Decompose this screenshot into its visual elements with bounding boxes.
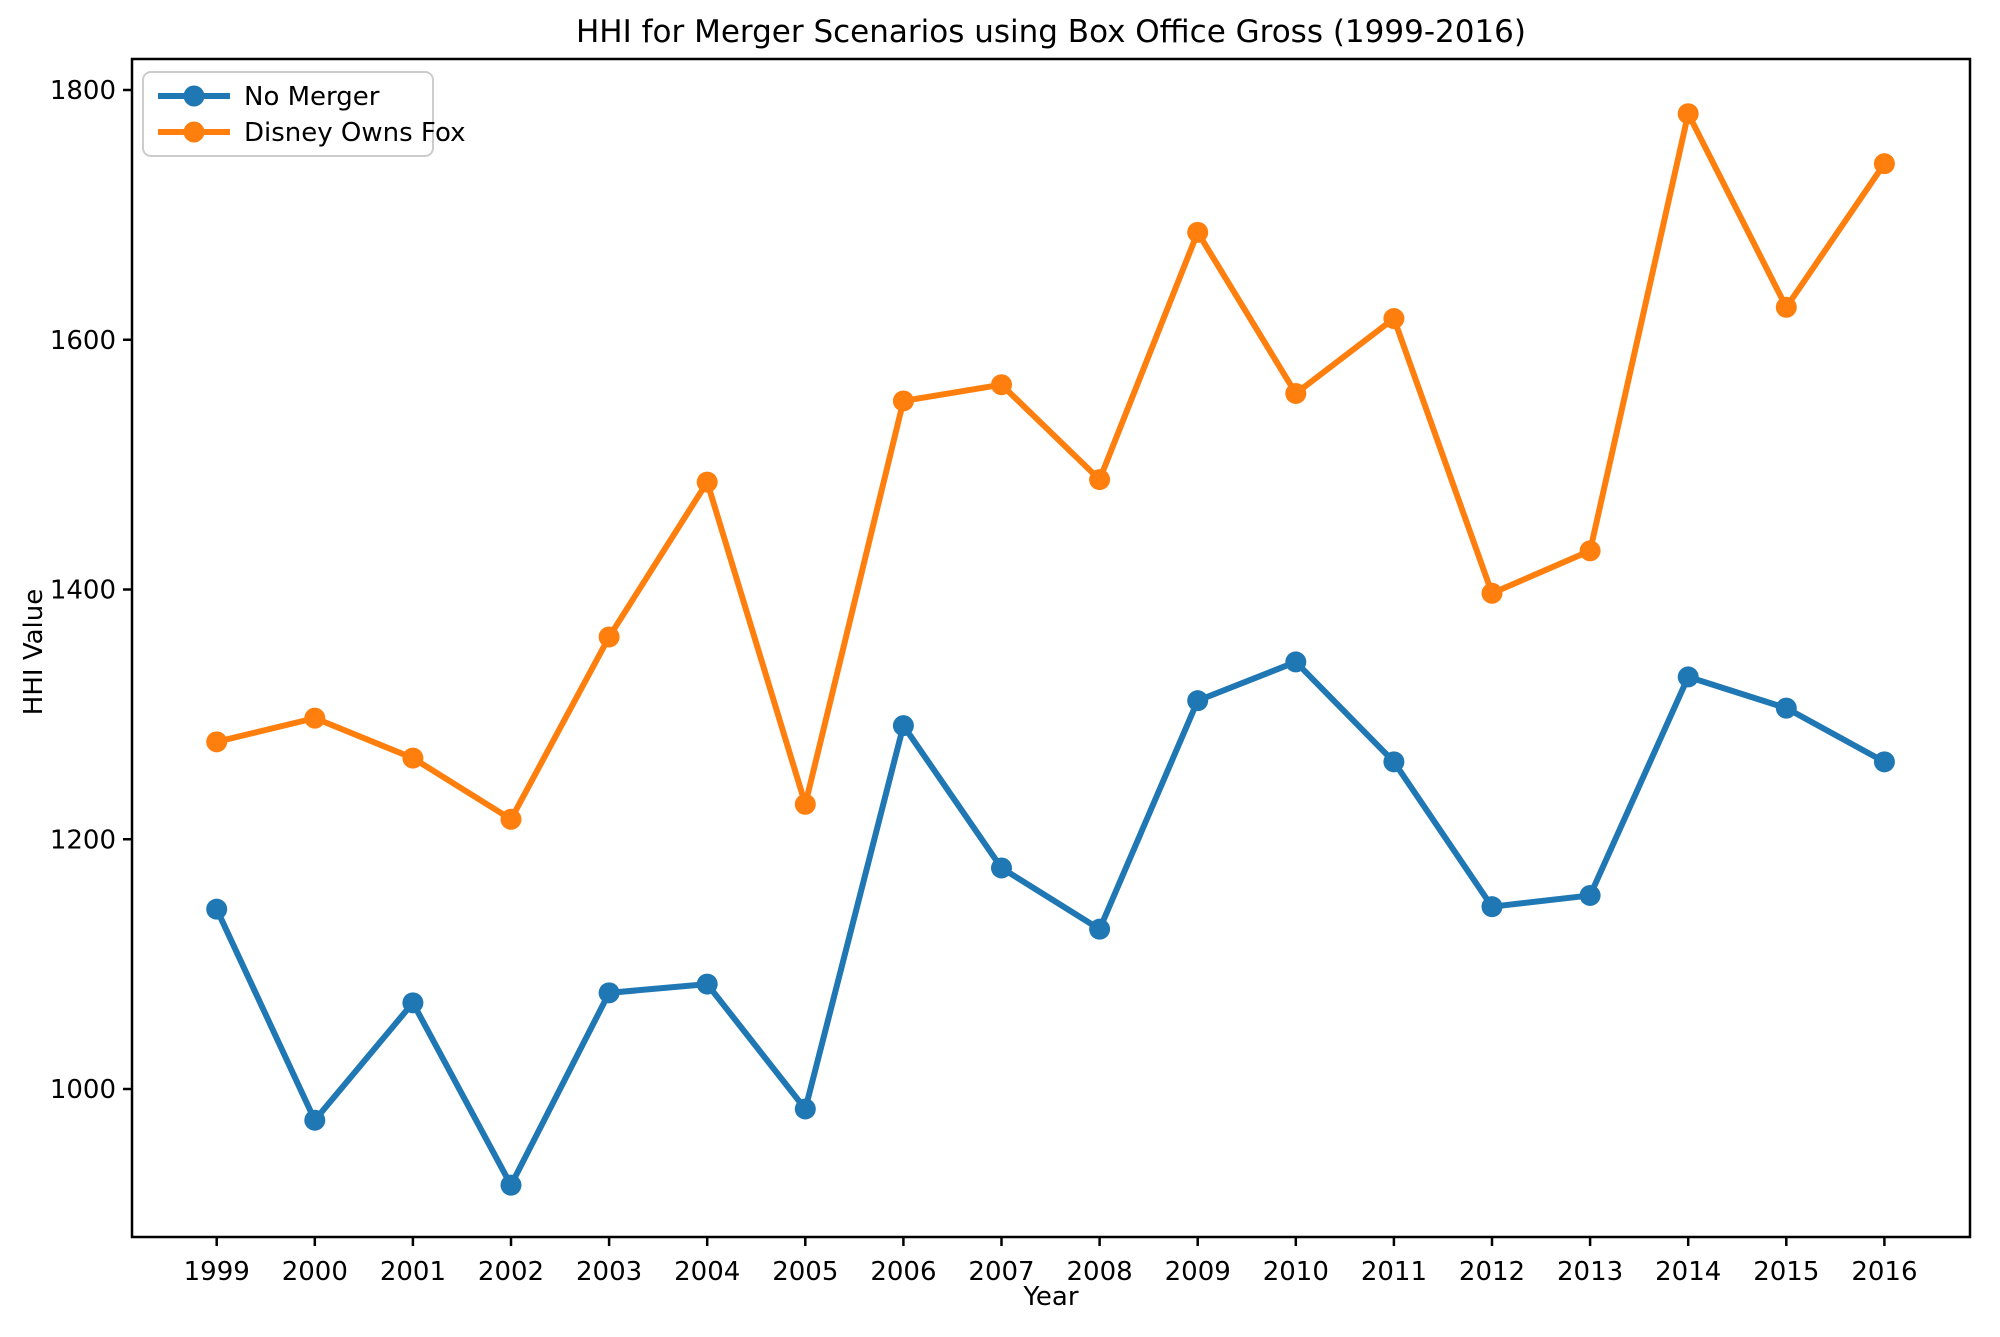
- legend: No Merger Disney Owns Fox: [142, 71, 465, 157]
- data-point-disney-owns-fox-1999: [206, 731, 228, 753]
- x-tick-label-2002: 2002: [478, 1257, 544, 1287]
- chart-title: HHI for Merger Scenarios using Box Offic…: [576, 14, 1526, 50]
- x-tick-label-2006: 2006: [870, 1257, 936, 1287]
- data-point-disney-owns-fox-2015: [1775, 296, 1797, 318]
- data-point-no-merger-2006: [892, 715, 914, 737]
- data-point-no-merger-2014: [1677, 666, 1699, 688]
- data-point-no-merger-2007: [991, 857, 1012, 879]
- data-point-no-merger-2013: [1579, 884, 1601, 906]
- data-point-no-merger-2016: [1873, 751, 1895, 773]
- y-tick-label-1200: 1200: [50, 825, 116, 855]
- data-point-disney-owns-fox-2013: [1579, 540, 1601, 562]
- x-tick-label-2011: 2011: [1361, 1257, 1427, 1287]
- data-point-no-merger-2005: [794, 1098, 816, 1120]
- x-tick-label-2009: 2009: [1165, 1257, 1231, 1287]
- y-tick-label-1400: 1400: [50, 576, 116, 606]
- data-point-disney-owns-fox-2004: [696, 471, 718, 493]
- data-point-no-merger-2003: [598, 982, 620, 1004]
- y-tick-label-1000: 1000: [50, 1075, 116, 1105]
- x-tick-label-2007: 2007: [968, 1257, 1034, 1287]
- data-point-disney-owns-fox-2016: [1873, 153, 1895, 175]
- x-tick-label-2013: 2013: [1557, 1257, 1623, 1287]
- x-tick-label-2003: 2003: [576, 1257, 642, 1287]
- legend-marker-disney-owns-fox: [183, 121, 205, 143]
- legend-marker-no-merger: [183, 85, 205, 107]
- legend-item-disney-owns-fox: Disney Owns Fox: [158, 118, 465, 148]
- data-point-no-merger-2000: [304, 1109, 326, 1131]
- axis-ticks: 1000 1200 1400 1600 1800 1999 2000 2001 2002 2003…: [50, 76, 1918, 1287]
- x-tick-label-2014: 2014: [1655, 1257, 1721, 1287]
- data-point-no-merger-2015: [1775, 697, 1797, 719]
- data-point-no-merger-2012: [1481, 896, 1503, 918]
- data-point-no-merger-2002: [500, 1174, 522, 1196]
- series-line-no-merger: [213, 658, 1888, 1189]
- x-tick-label-2015: 2015: [1753, 1257, 1819, 1287]
- x-tick-label-2004: 2004: [674, 1257, 740, 1287]
- x-tick-label-2010: 2010: [1263, 1257, 1329, 1287]
- data-point-no-merger-2008: [1089, 918, 1111, 940]
- x-tick-label-2012: 2012: [1459, 1257, 1525, 1287]
- data-point-disney-owns-fox-2002: [500, 808, 522, 830]
- legend-label-disney-owns-fox: Disney Owns Fox: [244, 118, 465, 148]
- legend-label-no-merger: No Merger: [244, 82, 380, 112]
- x-axis-label: Year: [1022, 1282, 1078, 1312]
- data-point-disney-owns-fox-2011: [1383, 308, 1405, 330]
- legend-item-no-merger: No Merger: [158, 82, 380, 112]
- x-tick-label-2005: 2005: [772, 1257, 838, 1287]
- data-point-disney-owns-fox-2007: [991, 374, 1012, 396]
- x-tick-label-2008: 2008: [1067, 1257, 1133, 1287]
- y-tick-label-1600: 1600: [50, 326, 116, 356]
- x-tick-label-2000: 2000: [282, 1257, 348, 1287]
- data-point-no-merger-2010: [1285, 651, 1307, 673]
- data-point-disney-owns-fox-2014: [1677, 103, 1699, 125]
- plot-area: [130, 57, 1972, 1239]
- y-tick-label-1800: 1800: [50, 76, 116, 106]
- series-line-disney-owns-fox: [213, 110, 1888, 823]
- data-point-disney-owns-fox-2010: [1285, 382, 1307, 404]
- data-point-disney-owns-fox-2009: [1187, 221, 1209, 243]
- data-point-no-merger-2001: [402, 992, 424, 1014]
- data-point-no-merger-2011: [1383, 751, 1405, 773]
- data-point-no-merger-2004: [696, 973, 718, 995]
- x-tick-label-1999: 1999: [184, 1257, 250, 1287]
- data-point-disney-owns-fox-2005: [794, 793, 816, 815]
- x-tick-label-2001: 2001: [380, 1257, 446, 1287]
- data-point-disney-owns-fox-2001: [402, 747, 424, 769]
- data-point-no-merger-1999: [206, 898, 228, 920]
- data-point-disney-owns-fox-2003: [598, 626, 620, 648]
- data-point-disney-owns-fox-2000: [304, 707, 326, 729]
- data-series: [206, 103, 1895, 1196]
- y-axis-label: HHI Value: [19, 589, 49, 715]
- x-tick-label-2016: 2016: [1851, 1257, 1917, 1287]
- data-point-no-merger-2009: [1187, 690, 1209, 712]
- data-point-disney-owns-fox-2008: [1089, 469, 1111, 491]
- data-point-disney-owns-fox-2006: [892, 390, 914, 412]
- data-point-disney-owns-fox-2012: [1481, 582, 1503, 604]
